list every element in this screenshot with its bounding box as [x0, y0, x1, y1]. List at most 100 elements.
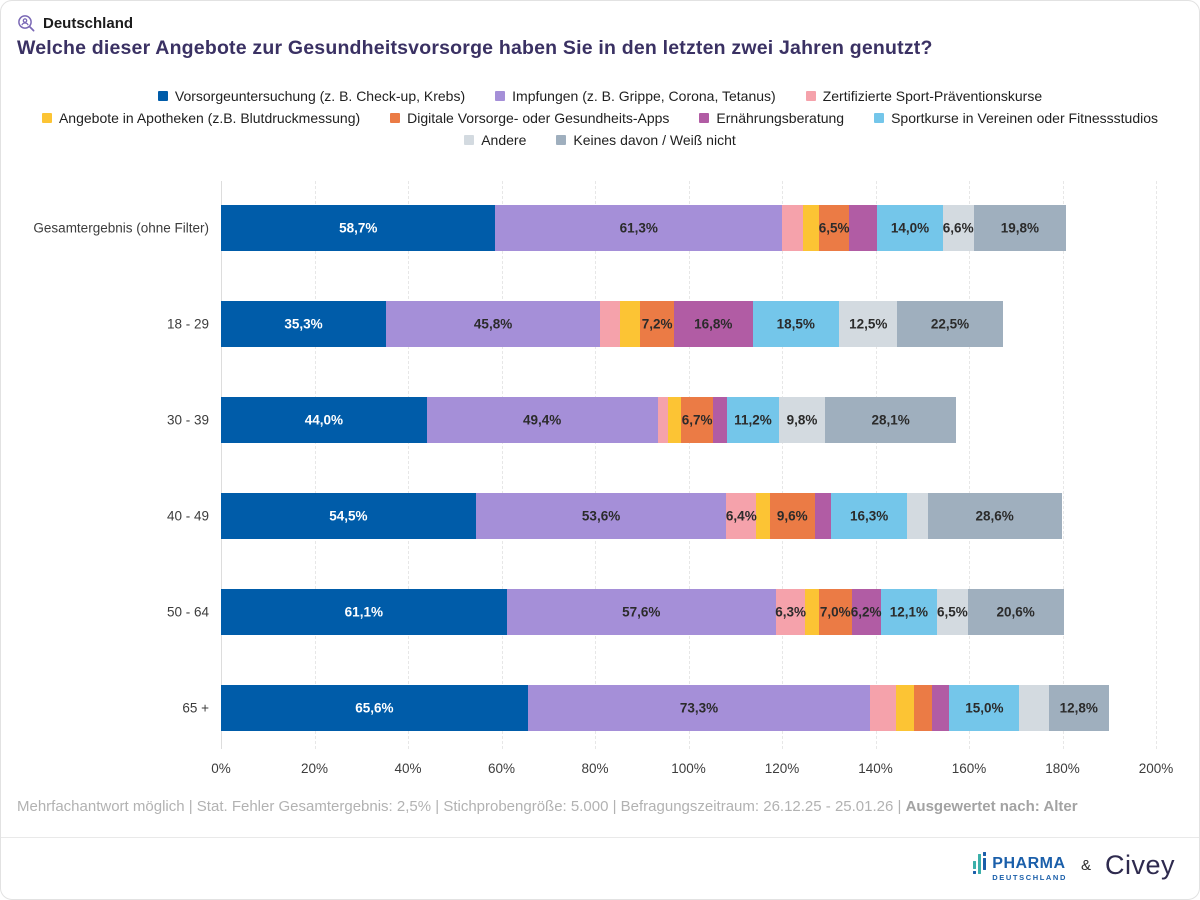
bar-segment[interactable]: 16,8%: [673, 301, 753, 347]
civey-logo: Civey: [1104, 849, 1175, 880]
bar-segment[interactable]: [712, 397, 727, 443]
bar-segment[interactable]: [896, 685, 914, 731]
ampersand: &: [1080, 856, 1091, 874]
legend-item[interactable]: Andere: [464, 132, 526, 148]
segment-value-label: 20,6%: [996, 604, 1035, 620]
bar-segment[interactable]: [849, 205, 878, 251]
bar-segment[interactable]: 12,5%: [838, 301, 898, 347]
legend-label: Impfungen (z. B. Grippe, Corona, Tetanus…: [512, 88, 776, 104]
bar-segment[interactable]: 6,4%: [726, 493, 757, 539]
pharma-logo-subtext: DEUTSCHLAND: [992, 872, 1067, 882]
bar-segment[interactable]: 18,5%: [752, 301, 839, 347]
gridline: [875, 181, 877, 749]
bar-segment[interactable]: 6,5%: [937, 589, 968, 635]
bar-segment[interactable]: [756, 493, 770, 539]
legend-item[interactable]: Angebote in Apotheken (z.B. Blutdruckmes…: [41, 110, 361, 126]
bar-segment[interactable]: 7,0%: [818, 589, 852, 635]
segment-value-label: 61,3%: [619, 220, 658, 236]
bar-segment[interactable]: [907, 493, 928, 539]
region-selector[interactable]: Deutschland: [17, 14, 133, 33]
bar-segment[interactable]: 35,3%: [221, 301, 387, 347]
legend-swatch-icon: [556, 135, 567, 145]
legend-swatch-icon: [805, 91, 816, 101]
legend-item[interactable]: Impfungen (z. B. Grippe, Corona, Tetanus…: [495, 88, 776, 104]
bar-segment[interactable]: [600, 301, 621, 347]
legend-item[interactable]: Digitale Vorsorge- oder Gesundheits-Apps: [390, 110, 669, 126]
bar-segment[interactable]: [913, 685, 933, 731]
segment-value-label: 6,5%: [818, 220, 850, 236]
bar-segment[interactable]: [870, 685, 897, 731]
bar-segment[interactable]: 57,6%: [506, 589, 776, 635]
segment-value-label: 7,0%: [819, 604, 851, 620]
legend-label: Keines davon / Weiß nicht: [573, 132, 736, 148]
segment-value-label: 6,6%: [942, 220, 974, 236]
bar-segment[interactable]: 19,8%: [973, 205, 1067, 251]
chart-row: 44,0% 49,4% 6,7% 11,2% 9,8% 28,1%: [221, 397, 957, 443]
bar-segment[interactable]: 61,1%: [221, 589, 507, 635]
bar-segment[interactable]: 12,1%: [880, 589, 938, 635]
bar-segment[interactable]: 9,6%: [769, 493, 815, 539]
magnifier-person-icon: [17, 14, 36, 33]
segment-value-label: 15,0%: [965, 700, 1004, 716]
x-axis-tick: 40%: [394, 761, 422, 776]
bar-segment[interactable]: 22,5%: [897, 301, 1003, 347]
bar-segment[interactable]: 6,2%: [851, 589, 881, 635]
segment-value-label: 61,1%: [344, 604, 383, 620]
legend-item[interactable]: Vorsorgeuntersuchung (z. B. Check-up, Kr…: [157, 88, 465, 104]
category-label: 18 - 29: [166, 316, 209, 332]
bar-segment[interactable]: 28,1%: [824, 397, 957, 443]
bar-segment[interactable]: 28,6%: [927, 493, 1062, 539]
legend-item[interactable]: Keines davon / Weiß nicht: [556, 132, 736, 148]
bar-segment[interactable]: 14,0%: [877, 205, 943, 251]
bar-segment[interactable]: [814, 493, 832, 539]
bar-segment[interactable]: [657, 397, 669, 443]
methodology-footnote: Mehrfachantwort möglich | Stat. Fehler G…: [17, 798, 1183, 815]
bar-segment[interactable]: [1019, 685, 1049, 731]
bar-segment[interactable]: 7,2%: [640, 301, 674, 347]
segment-value-label: 6,7%: [681, 412, 713, 428]
gridline: [1156, 181, 1157, 749]
segment-value-label: 49,4%: [523, 412, 562, 428]
chart-title: Welche dieser Angebote zur Gesundheitsvo…: [17, 37, 933, 59]
gridline: [314, 181, 316, 749]
segment-value-label: 11,2%: [734, 412, 772, 428]
bar-segment[interactable]: [668, 397, 682, 443]
bar-segment[interactable]: 15,0%: [949, 685, 1020, 731]
segment-value-label: 53,6%: [581, 508, 621, 524]
legend-swatch-icon: [41, 113, 52, 123]
bar-segment[interactable]: [781, 205, 804, 251]
bar-segment[interactable]: 6,5%: [819, 205, 849, 251]
bar-segment[interactable]: 73,3%: [527, 685, 871, 731]
bar-segment[interactable]: 6,6%: [942, 205, 974, 251]
x-axis-tick: 80%: [581, 761, 609, 776]
segment-value-label: 12,8%: [1059, 700, 1098, 716]
legend-item[interactable]: Ernährungsberatung: [699, 110, 844, 126]
legend-label: Angebote in Apotheken (z.B. Blutdruckmes…: [58, 110, 361, 126]
bar-segment[interactable]: 58,7%: [221, 205, 496, 251]
bar-segment[interactable]: 49,4%: [426, 397, 658, 443]
bar-segment[interactable]: 54,5%: [221, 493, 476, 539]
gridline: [1062, 181, 1064, 749]
bar-segment[interactable]: 53,6%: [475, 493, 727, 539]
legend-label: Digitale Vorsorge- oder Gesundheits-Apps: [407, 110, 670, 126]
legend-item[interactable]: Sportkurse in Vereinen oder Fitnessstudi…: [874, 110, 1158, 126]
bar-segment[interactable]: 12,8%: [1048, 685, 1109, 731]
bar-segment[interactable]: 11,2%: [726, 397, 780, 443]
pharma-deutschland-logo: PHARMA DEUTSCHLAND: [972, 849, 1067, 881]
bar-segment[interactable]: 6,3%: [775, 589, 806, 635]
bar-segment[interactable]: 45,8%: [386, 301, 601, 347]
bar-segment[interactable]: [620, 301, 641, 347]
bar-segment[interactable]: 44,0%: [221, 397, 427, 443]
bar-segment[interactable]: 20,6%: [967, 589, 1064, 635]
bar-segment[interactable]: [803, 205, 819, 251]
bar-segment[interactable]: 65,6%: [221, 685, 528, 731]
bar-segment[interactable]: [805, 589, 819, 635]
bar-segment[interactable]: 6,7%: [681, 397, 713, 443]
bar-segment[interactable]: 16,3%: [831, 493, 908, 539]
bar-segment[interactable]: 61,3%: [495, 205, 782, 251]
legend-item[interactable]: Zertifizierte Sport-Präventionskurse: [805, 88, 1042, 104]
chart-row: 54,5% 53,6% 6,4% 9,6% 16,3% 28,6%: [221, 493, 1062, 539]
bar-segment[interactable]: 9,8%: [779, 397, 825, 443]
legend-label: Ernährungsberatung: [716, 110, 845, 126]
bar-segment[interactable]: [932, 685, 950, 731]
